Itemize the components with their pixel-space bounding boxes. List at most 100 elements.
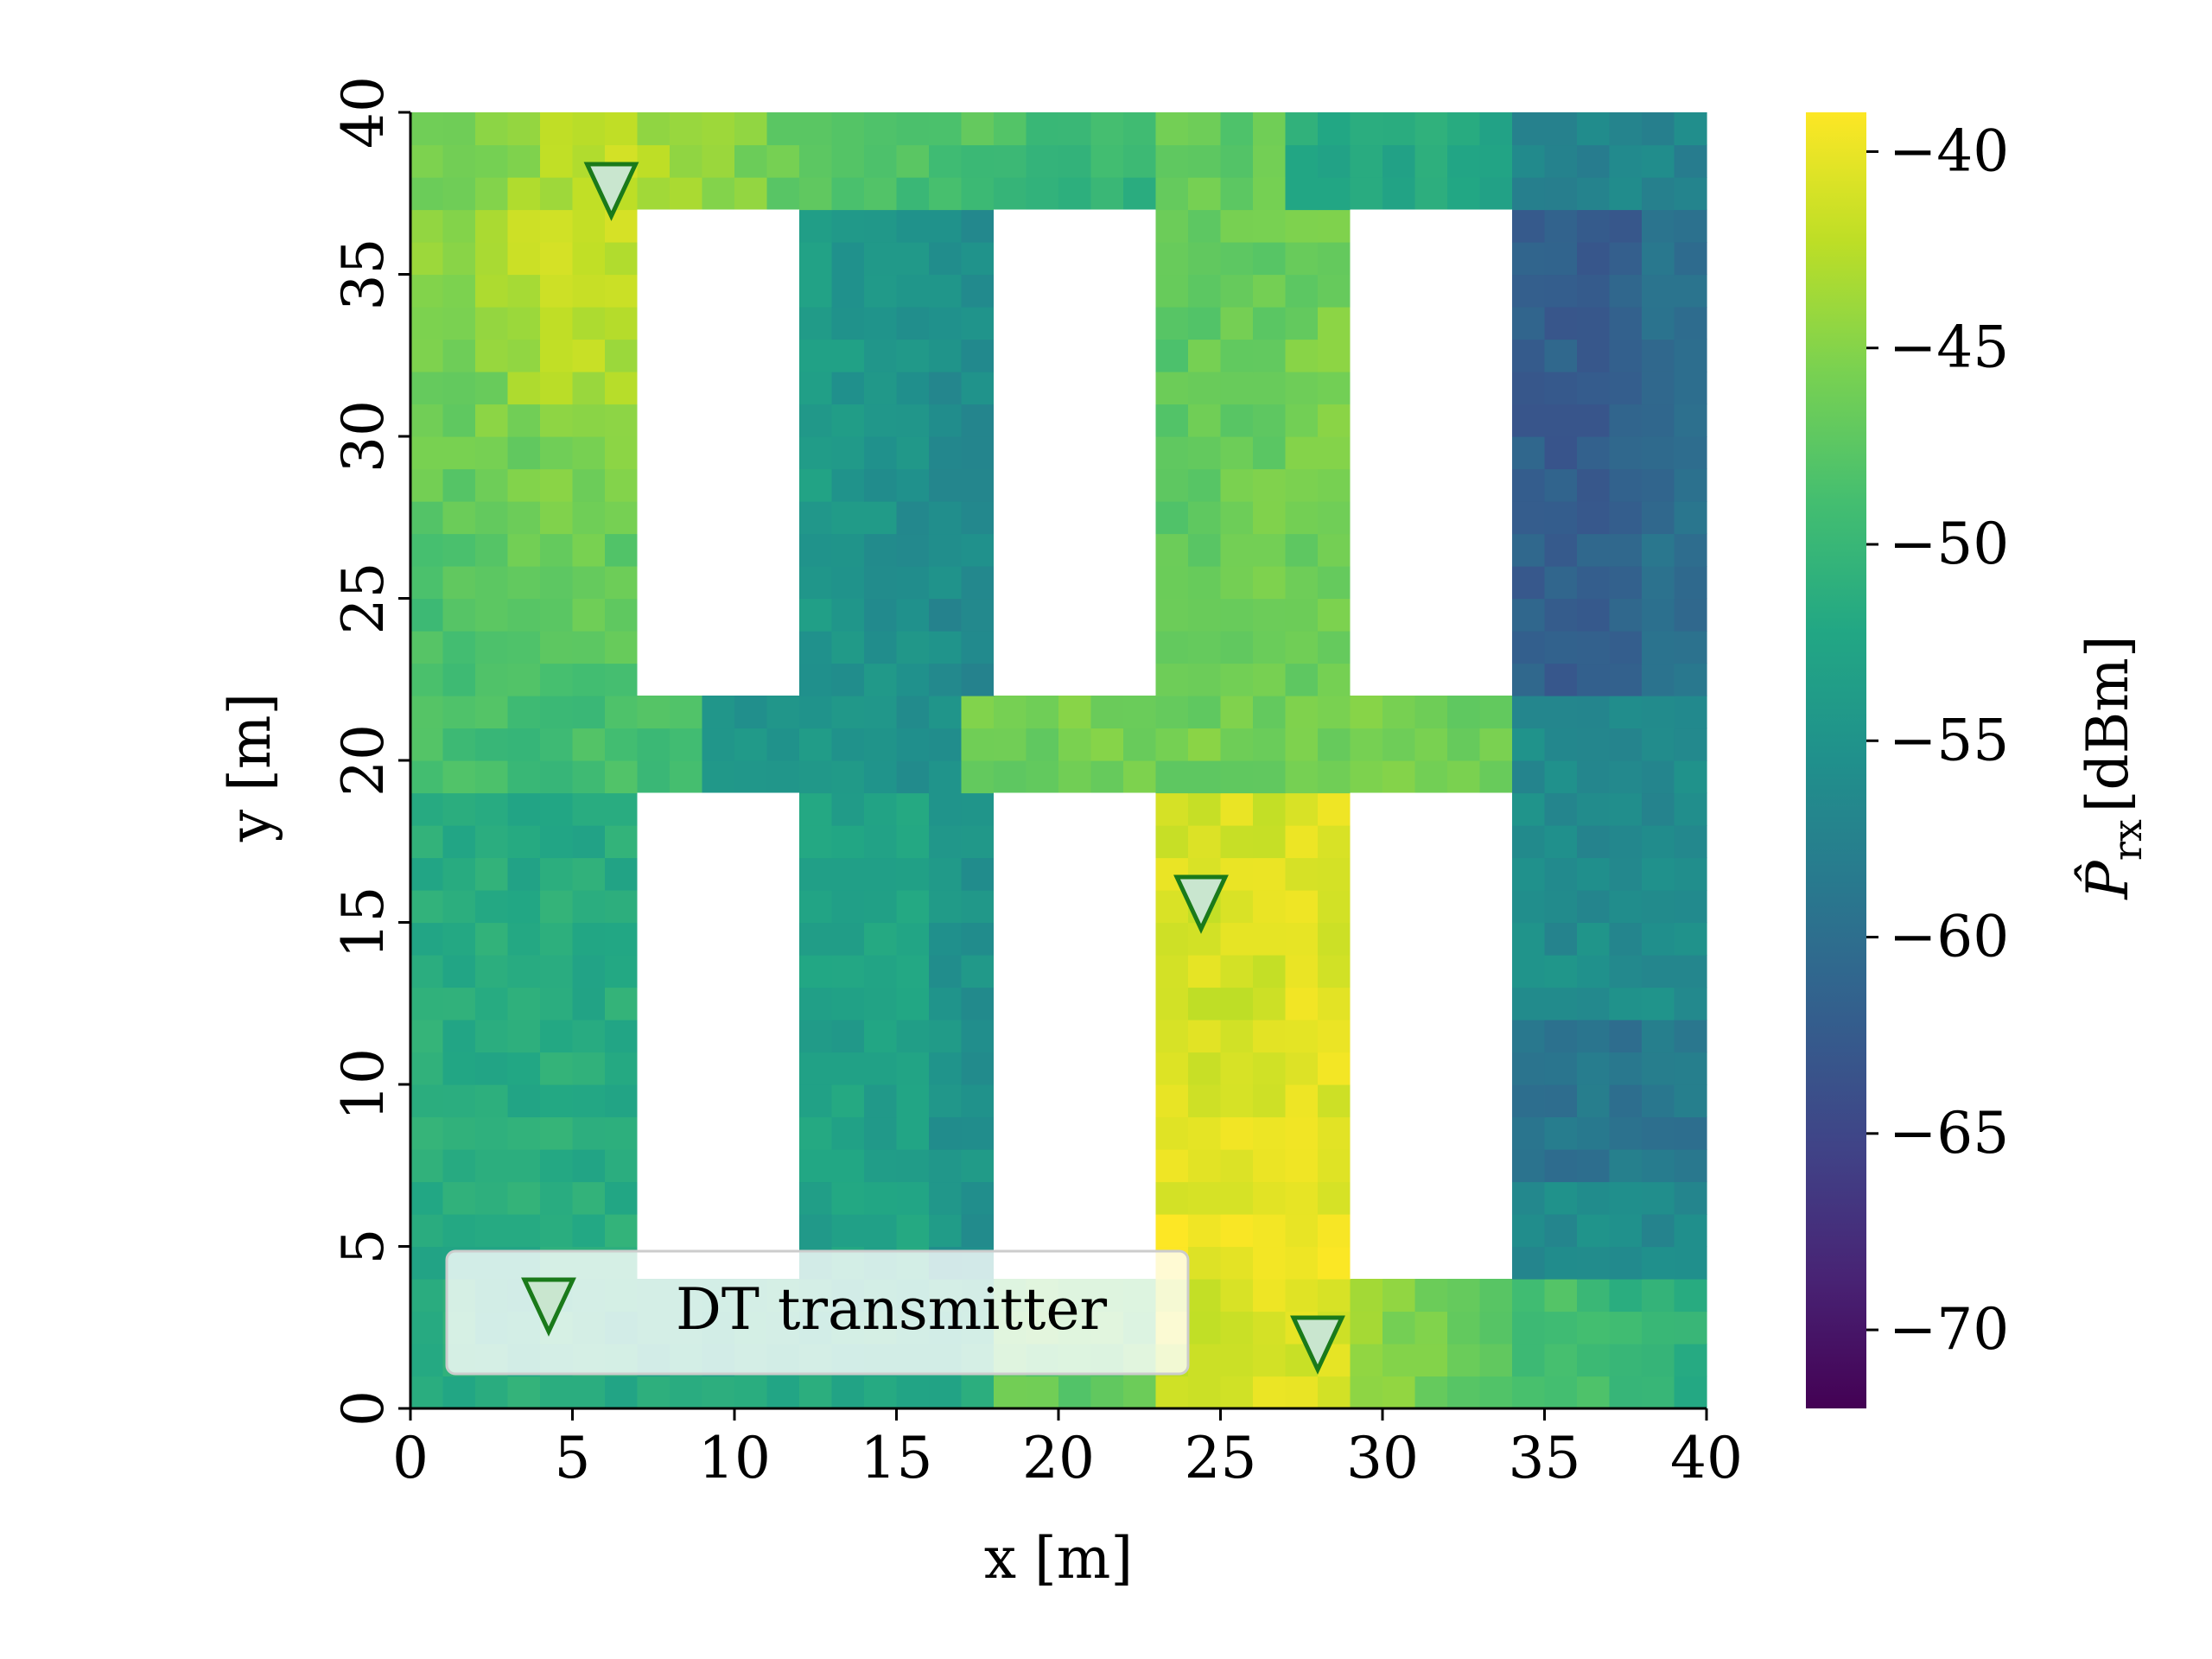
heatmap-cell: [410, 1279, 443, 1312]
heatmap-cell: [1382, 728, 1415, 761]
heatmap-cell: [508, 469, 541, 502]
heatmap-cell: [1156, 566, 1189, 599]
heatmap-cell: [864, 1214, 897, 1247]
heatmap-cell: [897, 112, 930, 145]
heatmap-cell: [962, 307, 995, 340]
heatmap-cell: [475, 890, 508, 923]
heatmap-cell: [1545, 1117, 1578, 1150]
heatmap-cell: [832, 793, 865, 826]
heatmap-cell: [1577, 1084, 1610, 1117]
heatmap-cell: [1188, 210, 1221, 243]
heatmap-cell: [929, 112, 962, 145]
heatmap-cell: [994, 760, 1027, 793]
heatmap-cell: [1545, 1376, 1578, 1409]
heatmap-cell: [508, 275, 541, 308]
heatmap-cell: [1447, 145, 1480, 178]
heatmap-cell: [799, 1182, 832, 1215]
heatmap-cell: [929, 1020, 962, 1052]
heatmap-cell: [540, 177, 573, 210]
heatmap-cell: [734, 1376, 767, 1409]
heatmap-cell: [540, 825, 573, 858]
heatmap-cell: [929, 404, 962, 437]
heatmap-cell: [1512, 534, 1545, 567]
heatmap-cell: [1577, 1052, 1610, 1085]
heatmap-cell: [1512, 1312, 1545, 1344]
heatmap-cell: [1351, 177, 1383, 210]
heatmap-cell: [1512, 760, 1545, 793]
heatmap-cell: [1610, 1247, 1643, 1280]
heatmap-cell: [1382, 177, 1415, 210]
x-tick-label: 20: [1022, 1425, 1095, 1491]
heatmap-cell: [962, 1214, 995, 1247]
heatmap-cell: [605, 1117, 638, 1150]
heatmap-cell: [1221, 404, 1254, 437]
heatmap-cell: [897, 664, 930, 696]
heatmap-cell: [897, 858, 930, 891]
heatmap-cell: [605, 696, 638, 728]
heatmap-cell: [1058, 760, 1091, 793]
heatmap-cell: [540, 1214, 573, 1247]
heatmap-cell: [605, 1149, 638, 1182]
heatmap-cell: [1577, 307, 1610, 340]
heatmap-cell: [832, 307, 865, 340]
heatmap-cell: [1642, 340, 1675, 372]
heatmap-cell: [1675, 469, 1707, 502]
heatmap-cell: [1480, 696, 1513, 728]
heatmap-cell: [1610, 1376, 1643, 1409]
heatmap-cell: [929, 1149, 962, 1182]
heatmap-cell: [443, 923, 476, 956]
heatmap-cell: [573, 1084, 606, 1117]
heatmap-cell: [410, 955, 443, 988]
heatmap-cell: [475, 793, 508, 826]
svg-text:P̂rx[dBm]: P̂rx [dBm]: [2075, 635, 2151, 899]
heatmap-cell: [929, 923, 962, 956]
heatmap-cell: [1027, 696, 1059, 728]
heatmap-cell: [1610, 631, 1643, 664]
heatmap-cell: [1545, 631, 1578, 664]
heatmap-cell: [1156, 696, 1189, 728]
heatmap-cell: [1610, 760, 1643, 793]
heatmap-cell: [638, 177, 671, 210]
heatmap-cell: [1351, 112, 1383, 145]
heatmap-cell: [1545, 988, 1578, 1020]
heatmap-cell: [864, 988, 897, 1020]
heatmap-cell: [1642, 1084, 1675, 1117]
heatmap-cell: [1382, 696, 1415, 728]
heatmap-cell: [1642, 955, 1675, 988]
heatmap-cell: [897, 340, 930, 372]
heatmap-cell: [929, 275, 962, 308]
heatmap-cell: [1221, 728, 1254, 761]
heatmap-cell: [475, 1214, 508, 1247]
heatmap-cell: [1512, 501, 1545, 534]
heatmap-cell: [1091, 145, 1124, 178]
heatmap-cell: [1675, 1344, 1707, 1376]
heatmap-cell: [508, 955, 541, 988]
heatmap-cell: [443, 210, 476, 243]
heatmap-cell: [508, 858, 541, 891]
heatmap-cell: [1351, 728, 1383, 761]
heatmap-cell: [1480, 1344, 1513, 1376]
heatmap-cell: [1577, 1376, 1610, 1409]
heatmap-cell: [1447, 112, 1480, 145]
heatmap-cell: [962, 112, 995, 145]
heatmap-cell: [475, 664, 508, 696]
heatmap-cell: [1286, 1149, 1319, 1182]
heatmap-cell: [638, 145, 671, 178]
heatmap-cell: [443, 275, 476, 308]
heatmap-cell: [1221, 307, 1254, 340]
heatmap-cell: [1545, 890, 1578, 923]
heatmap-cell: [1642, 177, 1675, 210]
heatmap-cell: [897, 210, 930, 243]
heatmap-cell: [864, 1084, 897, 1117]
heatmap-cell: [767, 1376, 800, 1409]
heatmap-cell: [475, 923, 508, 956]
heatmap-cell: [1188, 566, 1221, 599]
heatmap-cell: [475, 340, 508, 372]
heatmap-cell: [605, 1052, 638, 1085]
heatmap-cell: [410, 1084, 443, 1117]
heatmap-cell: [1318, 793, 1351, 826]
heatmap-cell: [1221, 858, 1254, 891]
heatmap-cell: [734, 728, 767, 761]
heatmap-cell: [1253, 501, 1286, 534]
colorbar: −40−45−50−55−60−65−70: [1806, 112, 2009, 1408]
